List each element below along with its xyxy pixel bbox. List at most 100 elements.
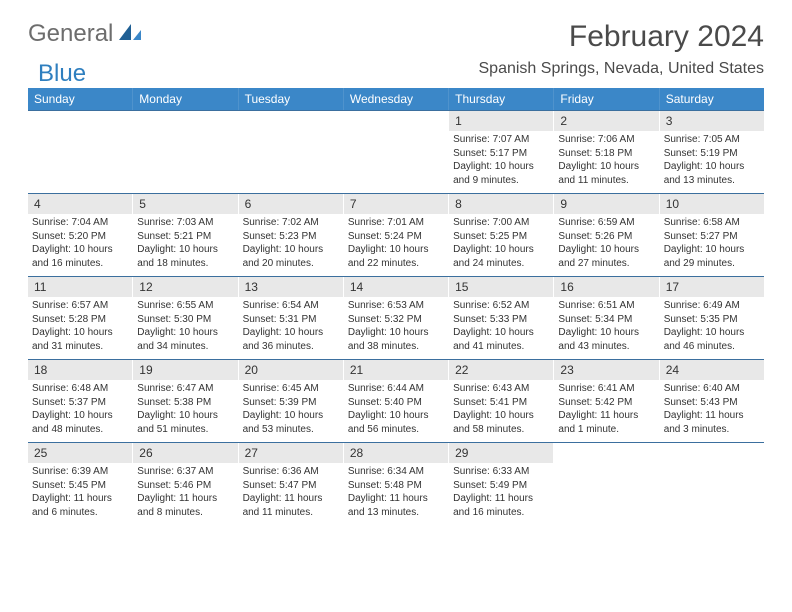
title-block: February 2024 bbox=[569, 20, 764, 54]
day-number: 2 bbox=[554, 111, 658, 131]
day-cell: 26Sunrise: 6:37 AMSunset: 5:46 PMDayligh… bbox=[133, 443, 238, 525]
daylight2-text: and 16 minutes. bbox=[453, 506, 549, 520]
daylight2-text: and 24 minutes. bbox=[453, 257, 549, 271]
day-number: 8 bbox=[449, 194, 553, 214]
sunrise-text: Sunrise: 6:57 AM bbox=[32, 299, 128, 313]
daylight1-text: Daylight: 10 hours bbox=[137, 243, 233, 257]
daylight2-text: and 22 minutes. bbox=[348, 257, 444, 271]
day-header: Friday bbox=[554, 88, 659, 110]
daylight1-text: Daylight: 10 hours bbox=[453, 409, 549, 423]
sunrise-text: Sunrise: 6:39 AM bbox=[32, 465, 128, 479]
day-header: Sunday bbox=[28, 88, 133, 110]
sunset-text: Sunset: 5:48 PM bbox=[348, 479, 444, 493]
daylight1-text: Daylight: 10 hours bbox=[348, 409, 444, 423]
sunrise-text: Sunrise: 6:45 AM bbox=[243, 382, 339, 396]
sunset-text: Sunset: 5:47 PM bbox=[243, 479, 339, 493]
daylight1-text: Daylight: 11 hours bbox=[243, 492, 339, 506]
week-row: 18Sunrise: 6:48 AMSunset: 5:37 PMDayligh… bbox=[28, 359, 764, 442]
subtitle: Spanish Springs, Nevada, United States bbox=[479, 60, 765, 78]
header-row: General February 2024 bbox=[28, 20, 764, 54]
day-number: 11 bbox=[28, 277, 132, 297]
daylight2-text: and 1 minute. bbox=[558, 423, 654, 437]
daylight2-text: and 56 minutes. bbox=[348, 423, 444, 437]
day-cell: 5Sunrise: 7:03 AMSunset: 5:21 PMDaylight… bbox=[133, 194, 238, 276]
day-cell: 25Sunrise: 6:39 AMSunset: 5:45 PMDayligh… bbox=[28, 443, 133, 525]
sunset-text: Sunset: 5:18 PM bbox=[558, 147, 654, 161]
day-cell: 4Sunrise: 7:04 AMSunset: 5:20 PMDaylight… bbox=[28, 194, 133, 276]
day-cell bbox=[239, 111, 344, 193]
week-row: 25Sunrise: 6:39 AMSunset: 5:45 PMDayligh… bbox=[28, 442, 764, 525]
sunset-text: Sunset: 5:17 PM bbox=[453, 147, 549, 161]
week-row: 1Sunrise: 7:07 AMSunset: 5:17 PMDaylight… bbox=[28, 110, 764, 193]
daylight2-text: and 27 minutes. bbox=[558, 257, 654, 271]
day-cell: 20Sunrise: 6:45 AMSunset: 5:39 PMDayligh… bbox=[239, 360, 344, 442]
daylight2-text: and 46 minutes. bbox=[664, 340, 760, 354]
daylight2-text: and 16 minutes. bbox=[32, 257, 128, 271]
sunrise-text: Sunrise: 6:58 AM bbox=[664, 216, 760, 230]
logo-sail-icon bbox=[117, 22, 143, 47]
day-cell bbox=[344, 111, 449, 193]
sunrise-text: Sunrise: 6:33 AM bbox=[453, 465, 549, 479]
daylight2-text: and 13 minutes. bbox=[348, 506, 444, 520]
daylight2-text: and 29 minutes. bbox=[664, 257, 760, 271]
day-cell: 6Sunrise: 7:02 AMSunset: 5:23 PMDaylight… bbox=[239, 194, 344, 276]
sunset-text: Sunset: 5:45 PM bbox=[32, 479, 128, 493]
daylight2-text: and 20 minutes. bbox=[243, 257, 339, 271]
day-cell: 28Sunrise: 6:34 AMSunset: 5:48 PMDayligh… bbox=[344, 443, 449, 525]
sunset-text: Sunset: 5:38 PM bbox=[137, 396, 233, 410]
day-cell: 7Sunrise: 7:01 AMSunset: 5:24 PMDaylight… bbox=[344, 194, 449, 276]
day-cell bbox=[28, 111, 133, 193]
sunrise-text: Sunrise: 7:07 AM bbox=[453, 133, 549, 147]
daylight1-text: Daylight: 11 hours bbox=[32, 492, 128, 506]
sunset-text: Sunset: 5:28 PM bbox=[32, 313, 128, 327]
sunset-text: Sunset: 5:24 PM bbox=[348, 230, 444, 244]
daylight1-text: Daylight: 10 hours bbox=[32, 243, 128, 257]
daylight2-text: and 41 minutes. bbox=[453, 340, 549, 354]
sunset-text: Sunset: 5:32 PM bbox=[348, 313, 444, 327]
day-cell: 19Sunrise: 6:47 AMSunset: 5:38 PMDayligh… bbox=[133, 360, 238, 442]
sunrise-text: Sunrise: 6:59 AM bbox=[558, 216, 654, 230]
day-cell: 8 Sunrise: 7:00 AMSunset: 5:25 PMDaylight… bbox=[449, 194, 554, 276]
daylight2-text: and 11 minutes. bbox=[558, 174, 654, 188]
daylight2-text: and 11 minutes. bbox=[243, 506, 339, 520]
sunrise-text: Sunrise: 7:03 AM bbox=[137, 216, 233, 230]
sunrise-text: Sunrise: 6:54 AM bbox=[243, 299, 339, 313]
calendar-page: General February 2024 Blue Spanish Sprin… bbox=[0, 0, 792, 545]
day-cell bbox=[660, 443, 764, 525]
logo-text-blue: Blue bbox=[38, 60, 86, 88]
day-cell: 3Sunrise: 7:05 AMSunset: 5:19 PMDaylight… bbox=[660, 111, 764, 193]
week-row: 11Sunrise: 6:57 AMSunset: 5:28 PMDayligh… bbox=[28, 276, 764, 359]
day-number: 13 bbox=[239, 277, 343, 297]
daylight1-text: Daylight: 10 hours bbox=[348, 326, 444, 340]
daylight1-text: Daylight: 10 hours bbox=[32, 326, 128, 340]
day-cell: 24Sunrise: 6:40 AMSunset: 5:43 PMDayligh… bbox=[660, 360, 764, 442]
day-number: 7 bbox=[344, 194, 448, 214]
sunrise-text: Sunrise: 7:02 AM bbox=[243, 216, 339, 230]
sunset-text: Sunset: 5:26 PM bbox=[558, 230, 654, 244]
day-header-row: SundayMondayTuesdayWednesdayThursdayFrid… bbox=[28, 88, 764, 110]
day-header: Monday bbox=[133, 88, 238, 110]
day-cell: 23Sunrise: 6:41 AMSunset: 5:42 PMDayligh… bbox=[554, 360, 659, 442]
sunrise-text: Sunrise: 6:48 AM bbox=[32, 382, 128, 396]
day-cell: 29Sunrise: 6:33 AMSunset: 5:49 PMDayligh… bbox=[449, 443, 554, 525]
day-number: 5 bbox=[133, 194, 237, 214]
day-cell: 22Sunrise: 6:43 AMSunset: 5:41 PMDayligh… bbox=[449, 360, 554, 442]
daylight1-text: Daylight: 10 hours bbox=[453, 243, 549, 257]
daylight1-text: Daylight: 11 hours bbox=[558, 409, 654, 423]
day-header: Saturday bbox=[660, 88, 764, 110]
sunset-text: Sunset: 5:25 PM bbox=[453, 230, 549, 244]
daylight2-text: and 36 minutes. bbox=[243, 340, 339, 354]
day-cell: 9Sunrise: 6:59 AMSunset: 5:26 PMDaylight… bbox=[554, 194, 659, 276]
sunset-text: Sunset: 5:40 PM bbox=[348, 396, 444, 410]
daylight2-text: and 34 minutes. bbox=[137, 340, 233, 354]
sunset-text: Sunset: 5:34 PM bbox=[558, 313, 654, 327]
day-header: Wednesday bbox=[344, 88, 449, 110]
sunset-text: Sunset: 5:33 PM bbox=[453, 313, 549, 327]
daylight2-text: and 8 minutes. bbox=[137, 506, 233, 520]
sunrise-text: Sunrise: 7:00 AM bbox=[453, 216, 549, 230]
sunset-text: Sunset: 5:41 PM bbox=[453, 396, 549, 410]
daylight2-text: and 18 minutes. bbox=[137, 257, 233, 271]
day-cell: 12Sunrise: 6:55 AMSunset: 5:30 PMDayligh… bbox=[133, 277, 238, 359]
day-cell: 21Sunrise: 6:44 AMSunset: 5:40 PMDayligh… bbox=[344, 360, 449, 442]
sunrise-text: Sunrise: 6:43 AM bbox=[453, 382, 549, 396]
